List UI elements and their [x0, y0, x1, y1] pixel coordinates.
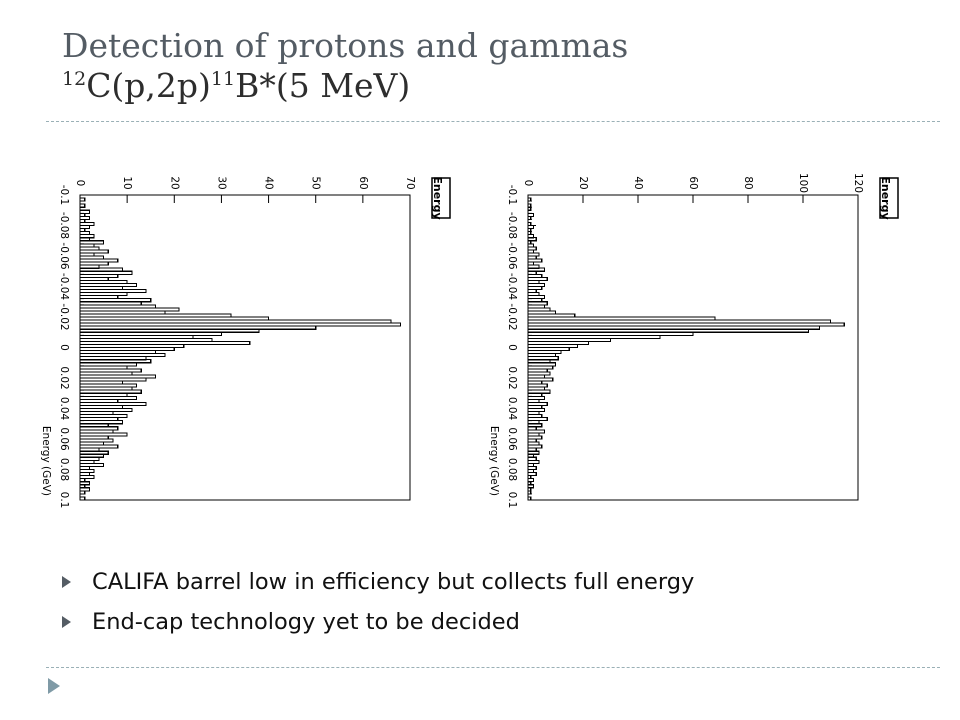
histogram-series	[79, 197, 402, 501]
reaction-product: B*(5 MeV)	[235, 66, 411, 105]
histogram-svg-left: Energy -0.1 -0.08 -0.06 -0.04 -0.02 0 0.02 0.04 0…	[40, 176, 451, 509]
y-tick-label: 70	[404, 176, 416, 189]
x-tick-label: -0.1	[58, 185, 70, 206]
y-tick-label: 40	[632, 176, 644, 189]
histogram-bin	[79, 203, 86, 208]
reaction-formula: 12C(p,2p)11B*(5 MeV)	[62, 66, 410, 105]
x-tick-label: 0.02	[58, 366, 70, 389]
mass-number-c: 12	[62, 68, 87, 90]
y-tick-label: 20	[577, 176, 589, 189]
x-tick-label: -0.08	[58, 212, 70, 239]
x-tick-label: 0.04	[58, 397, 70, 421]
mass-number-b: 11	[210, 68, 236, 90]
histogram-chart-left: Energy -0.1 -0.08 -0.06 -0.04 -0.02 0 0.02 0.04 0…	[34, 170, 460, 512]
histogram-bin	[527, 215, 532, 220]
histogram-bin	[527, 258, 543, 263]
y-tick-label: 120	[852, 173, 864, 193]
x-tick-label: 0	[506, 344, 518, 351]
y-tick-label: 0	[522, 180, 534, 187]
x-tick-label: 0.06	[58, 427, 70, 451]
x-tick-label: -0.06	[506, 242, 518, 269]
x-tick-label: 0.08	[58, 458, 70, 481]
bullet-item: CALIFA barrel low in efficiency but coll…	[62, 562, 694, 602]
legend-label: Energy	[879, 176, 892, 219]
triangle-bullet-icon	[62, 576, 71, 588]
x-tick-label: -0.04	[58, 273, 70, 300]
legend-box	[879, 177, 899, 219]
y-tick-label: 20	[168, 176, 180, 189]
histogram-bin	[79, 475, 95, 480]
legend-label: Energy	[431, 176, 444, 219]
x-tick-label: 0.1	[58, 492, 70, 509]
histogram-svg-right: Energy -0.1 -0.08 -0.06 -0.04 -0.02 0 0.02 0.04 0…	[488, 173, 899, 509]
histogram-bin	[527, 197, 532, 202]
y-tick-label: 60	[357, 176, 369, 189]
histogram-bin	[527, 471, 537, 477]
x-axis-label: Energy (GeV)	[488, 426, 500, 496]
x-tick-label: 0.1	[506, 492, 518, 509]
bullet-text: CALIFA barrel low in efficiency but coll…	[92, 569, 695, 595]
title-divider	[46, 121, 940, 122]
reaction-main: C(p,2p)	[86, 66, 211, 105]
y-tick-label: 50	[310, 176, 322, 189]
triangle-bullet-icon	[62, 616, 71, 628]
y-tick-label: 10	[121, 176, 133, 189]
bullet-text: End-cap technology yet to be decided	[92, 609, 520, 635]
histogram-bin	[79, 462, 105, 467]
title-main: Detection of protons and gammas	[62, 26, 629, 65]
y-tick-label: 40	[263, 176, 275, 189]
y-tick-label: 0	[74, 180, 86, 187]
histogram-bin	[527, 496, 532, 501]
histogram-bin	[527, 237, 537, 242]
x-tick-label: 0.08	[506, 458, 518, 481]
footer-divider	[46, 667, 940, 668]
x-tick-label: -0.1	[506, 185, 518, 206]
x-axis-label: Energy (GeV)	[40, 426, 52, 496]
y-tick-label: 60	[687, 176, 699, 189]
x-tick-label: 0	[58, 344, 70, 351]
x-tick-label: 0.04	[506, 397, 518, 421]
histogram-bin	[79, 496, 86, 501]
histogram-bin	[527, 206, 532, 211]
x-tick-label: -0.02	[506, 303, 518, 330]
bullet-item: End-cap technology yet to be decided	[62, 602, 694, 642]
y-tick-label: 80	[742, 176, 754, 189]
legend-box	[431, 177, 451, 219]
histogram-bin	[527, 490, 532, 495]
histogram-series	[527, 197, 845, 501]
histogram-chart-right: Energy -0.1 -0.08 -0.06 -0.04 -0.02 0 0.02 0.04 0…	[482, 170, 908, 512]
x-tick-label: -0.04	[506, 273, 518, 300]
corner-triangle-icon	[48, 678, 60, 694]
slide-title: Detection of protons and gammas 12C(p,2p…	[62, 26, 922, 106]
x-tick-label: 0.02	[506, 366, 518, 389]
x-tick-label: -0.02	[58, 303, 70, 330]
x-tick-label: -0.06	[58, 242, 70, 269]
bullet-list: CALIFA barrel low in efficiency but coll…	[62, 562, 694, 642]
y-tick-label: 100	[797, 173, 809, 193]
x-tick-label: 0.06	[506, 427, 518, 451]
x-tick-label: -0.08	[506, 212, 518, 239]
y-tick-label: 30	[215, 176, 227, 189]
histogram-bin	[79, 197, 86, 202]
histogram-bin	[79, 490, 86, 495]
